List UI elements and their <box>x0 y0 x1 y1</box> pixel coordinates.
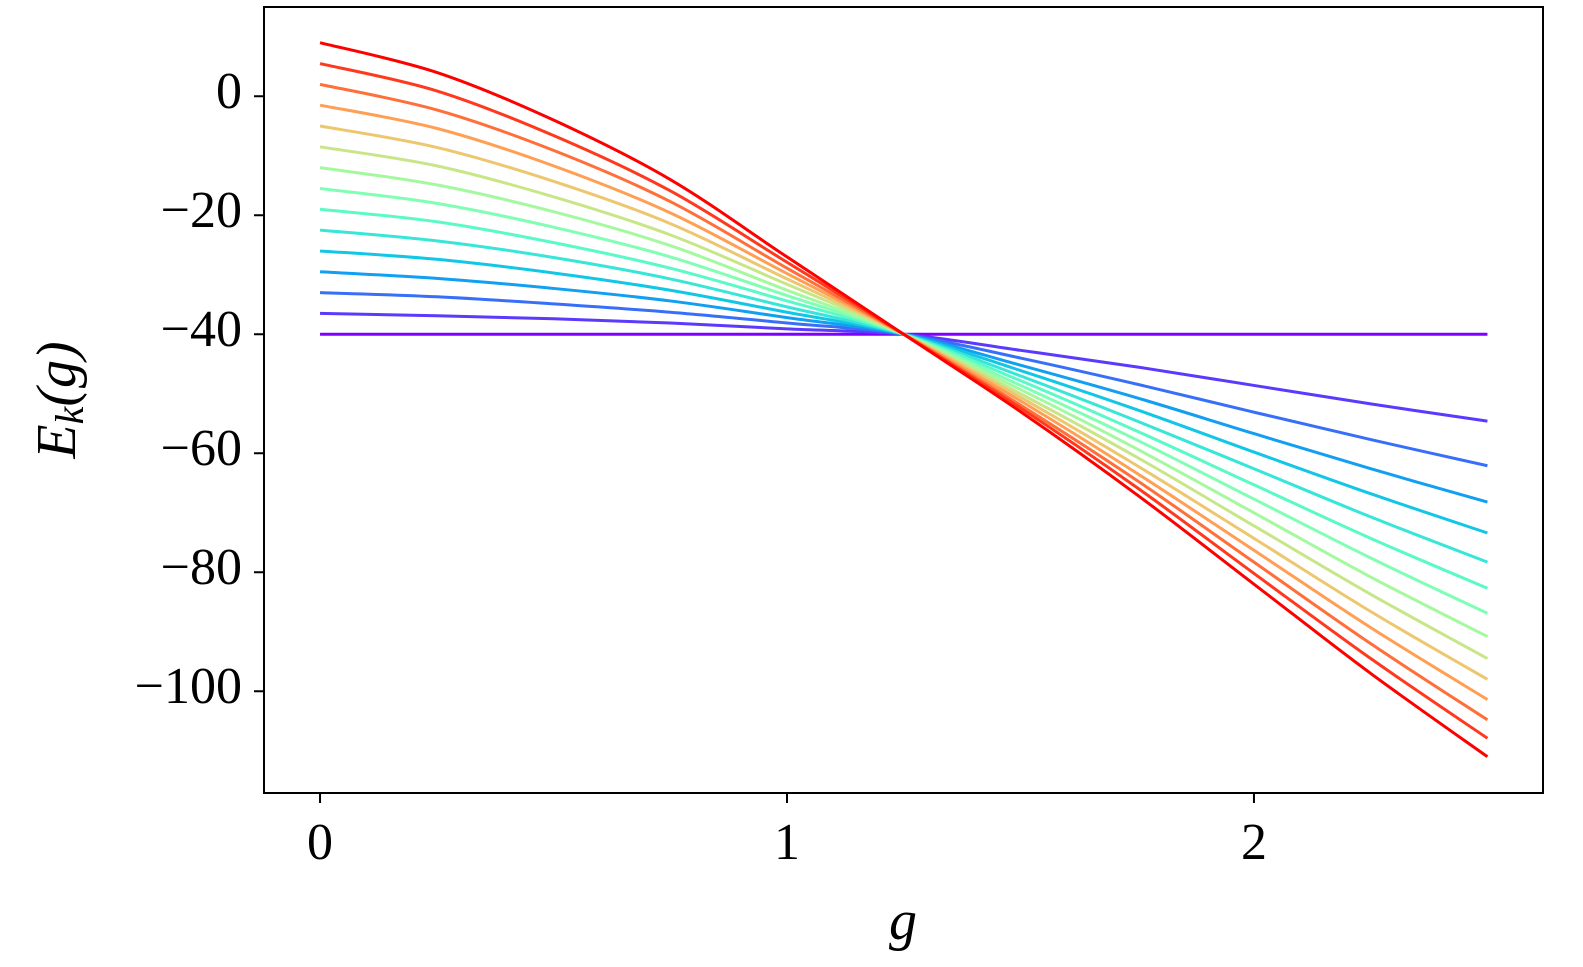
y-axis-label: Ek(g) <box>26 341 92 459</box>
x-tick-label: 0 <box>307 814 333 871</box>
y-label-sub: k <box>47 405 92 424</box>
lines <box>319 41 1489 758</box>
y-label-rest: (g) <box>26 341 88 406</box>
y-tick-label: −100 <box>135 658 242 715</box>
x-tick-label: 1 <box>774 814 800 871</box>
y-tick-label: 0 <box>216 63 242 120</box>
y-tick-label: −20 <box>161 182 242 239</box>
data-line <box>319 62 1489 740</box>
data-line <box>320 311 1488 423</box>
data-line <box>319 103 1489 701</box>
data-line <box>319 270 1488 504</box>
y-tick-label: −80 <box>161 539 242 596</box>
data-line <box>319 166 1489 638</box>
plot-frame <box>263 6 1544 794</box>
y-label-main: E <box>26 424 88 459</box>
x-tick-label: 2 <box>1241 814 1267 871</box>
data-line <box>319 145 1489 660</box>
y-tick-label: −60 <box>161 420 242 477</box>
data-line <box>319 124 1489 681</box>
x-axis-label: g <box>889 890 917 952</box>
data-line <box>319 41 1489 758</box>
y-tick-label: −40 <box>161 301 242 358</box>
data-line <box>319 249 1488 535</box>
data-line <box>319 186 1489 615</box>
